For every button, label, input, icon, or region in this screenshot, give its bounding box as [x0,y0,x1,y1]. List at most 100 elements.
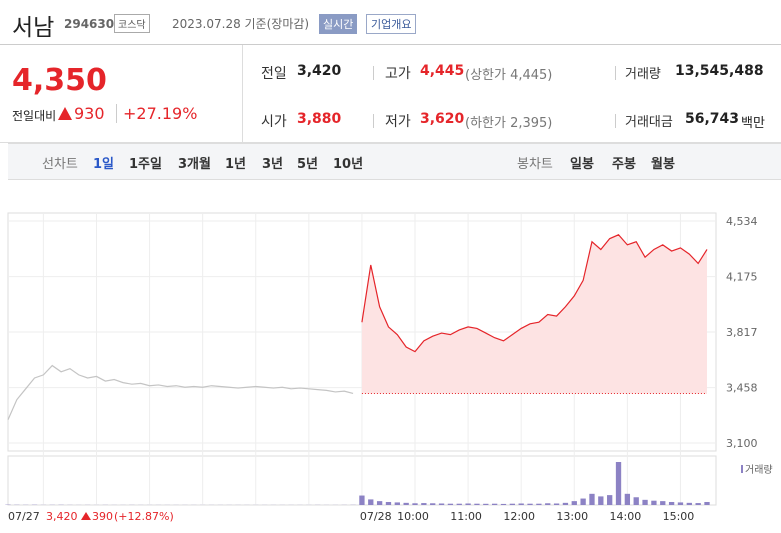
tab[interactable]: 1년 [225,157,247,172]
volume-bar [509,503,515,505]
volume-bar [430,503,436,505]
legend-label: 거래량 [745,464,773,476]
volume-bar [359,495,365,505]
volume-bar [403,502,409,505]
volume-bar [589,493,595,505]
volume-bar [580,498,586,505]
y-tick-label: 4,534 [726,215,758,228]
stats: 전일 3,420 고가 4,445 (상한가 4,445) 거래량 13,545… [243,45,781,143]
volume-bar [607,495,613,505]
volume-bar [447,503,454,505]
volume-bar [553,503,560,505]
price-line [361,234,708,353]
stat-label: 저가 [385,114,411,130]
market-badge: 코스닥 [114,14,150,33]
x-tick-label: 07/27 [8,510,40,523]
stat-note: (하한가 2,395) [465,116,553,131]
tab[interactable]: 5년 [297,157,319,172]
realtime-button[interactable]: 실시간 [319,14,358,34]
separator [615,66,616,80]
volume-bar [421,503,427,505]
y-tick-label: 4,175 [726,271,758,284]
volume-bar [562,502,569,505]
stat-label: 거래량 [625,67,661,82]
stat-note: 백만 [741,116,765,131]
y-tick-label: 3,458 [726,382,758,395]
footer-close: 3,420 [46,510,78,523]
tab[interactable]: 1일 [93,157,115,172]
separator [373,114,374,128]
volume-bar [624,493,631,505]
volume-bar [677,502,684,505]
y-tick-label: 3,817 [726,326,758,339]
volume-bar [615,462,622,505]
stat-label: 고가 [385,66,411,82]
x-tick-label: 13:00 [556,510,588,523]
volume-bar [474,503,480,505]
tab[interactable]: 3개월 [178,157,211,172]
price: 4,350 [12,63,107,98]
stat-value: 3,880 [297,111,342,127]
volume-bar [695,503,701,505]
chart: 07/27 07/28 10:00 11:00 12:00 13:00 14:00 15:00… [5,212,773,523]
stock-code: 294630 [64,17,115,31]
volume-bar [527,503,533,505]
footer-change: 390 [92,510,113,523]
volume-bar [394,502,400,505]
stat-value: 3,420 [297,63,342,79]
stat-label: 시가 [261,114,287,130]
volume-bar [545,503,551,505]
volume-bar [651,500,657,505]
x-tick-label: 14:00 [610,510,642,523]
tab[interactable]: 주봉 [612,157,636,172]
header: 서남 294630 코스닥 2023.07.28 기준(장마감) 실시간 기업개… [0,0,781,45]
volume-bar [491,503,498,505]
volume-bar [536,503,542,505]
change-label: 전일대비 [12,109,57,123]
tab[interactable]: 3년 [262,157,284,172]
tab[interactable]: 1주일 [129,157,162,172]
date: 2023.07.28 기준(장마감) [172,17,310,31]
tab[interactable]: 10년 [333,157,364,172]
volume-bar [660,501,666,505]
area [361,234,707,394]
tab[interactable]: 월봉 [651,157,675,172]
tab-bar: 선차트 1일 1주일 3개월 1년 3년 5년 10년 봉차트 일봉 주봉 월봉 [8,143,781,180]
up-arrow [58,107,72,120]
tab-label: 선차트 [42,157,78,172]
overview-button[interactable]: 기업개요 [366,14,417,34]
x-tick-label: 11:00 [450,510,482,523]
stat-value: 4,445 [420,63,465,79]
stat-label: 전일 [261,66,287,82]
volume-bar [483,503,489,505]
volume-bar [704,501,710,505]
tab-label: 봉차트 [517,157,553,172]
volume-bar [668,501,675,505]
volume-bar [500,503,507,505]
volume-bar [385,501,392,505]
footer-arrow [81,512,91,520]
stat-value: 56,743 [685,111,740,127]
volume-bar [438,503,445,505]
legend-swatch [741,465,743,473]
x-tick-label: 12:00 [503,510,535,523]
separator [615,114,616,128]
volume-bar [518,503,524,505]
stat-value: 3,620 [420,111,465,127]
tab[interactable]: 일봉 [570,157,594,172]
volume-bar [642,499,648,505]
change: 930 [74,104,105,123]
volume-bar [571,501,577,505]
stat-note: (상한가 4,445) [465,68,553,83]
stock-name: 서남 [12,15,55,41]
x-tick-label: 10:00 [397,510,429,523]
volume-bar [633,497,639,505]
x-tick-label: 15:00 [663,510,695,523]
volume-bar [598,496,604,505]
footer-rate: (+12.87%) [114,510,174,523]
y-tick-label: 3,100 [726,437,758,450]
volume-bar [456,503,462,505]
rate: +27.19% [116,104,197,123]
price-line [7,364,354,421]
